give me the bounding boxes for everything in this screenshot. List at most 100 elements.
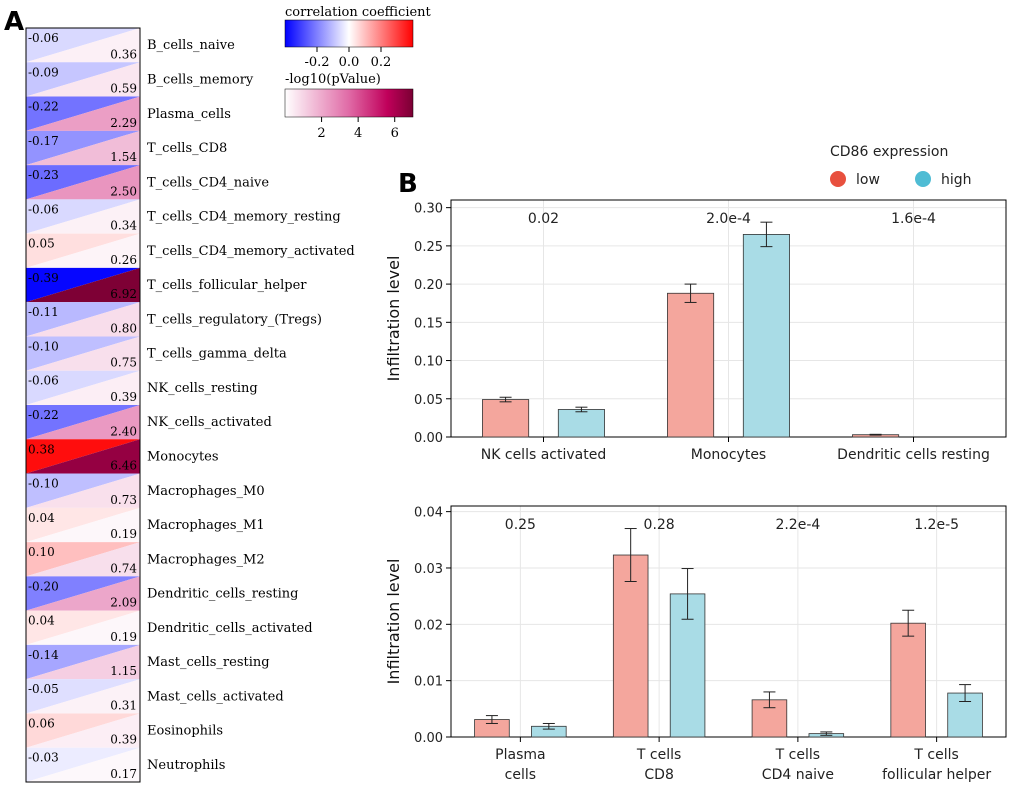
heatmap-row-label: NK_cells_activated [147,415,272,430]
heatmap-cell-pvalue [26,130,140,166]
heatmap-row-label: NK_cells_resting [147,381,258,396]
heatmap-logp-label: 6.46 [110,459,137,473]
heatmap-row-label: Eosinophils [147,724,223,739]
heatmap-logp-label: 0.36 [110,47,137,61]
legend-title: CD86 expression [830,144,948,160]
x-tick-label: Dendritic cells resting [837,447,990,463]
heatmap-corr-label: -0.10 [28,339,59,353]
heatmap-row-label: Dendritic_cells_activated [147,621,313,636]
heatmap-row-label: Plasma_cells [147,107,231,122]
colorbar-correlation-title: correlation coefficient [285,5,432,20]
bar-low [667,292,715,438]
y-tick-label: 0.25 [414,240,443,255]
heatmap-cell-correlation [26,610,140,645]
heatmap-cell-pvalue [26,267,140,303]
heatmap-logp-label: 2.29 [110,116,137,130]
heatmap-corr-label: -0.23 [28,168,59,182]
heatmap-corr-label: -0.06 [28,31,59,45]
heatmap-row-label: T_cells_follicular_helper [147,278,307,293]
y-tick-label: 0.00 [414,431,443,446]
heatmap-frame [25,27,141,783]
heatmap-cell-correlation [26,473,140,508]
bar-chart-top: 0.00 0.05 0.10 0.15 0.20 0.25 0.30 Infiltration… [384,199,1007,463]
panel-b-label: B [398,169,418,199]
heatmap-corr-label: 0.04 [28,511,55,525]
heatmap-corr-label: -0.06 [28,374,59,388]
heatmap-row-label: T_cells_CD8 [147,141,227,156]
bar-low [482,399,530,438]
heatmap-logp-label: 0.75 [110,356,137,370]
y-axis-label: Infiltration level [384,559,403,685]
heatmap-cell-pvalue [26,713,140,748]
heatmap-logp-label: 0.74 [110,561,137,575]
heatmap-row-label: Mast_cells_activated [147,689,284,704]
bar-high [557,409,605,438]
x-tick-label: Plasma [495,747,545,763]
heatmap-cell-pvalue [26,233,140,268]
heatmap-corr-label: -0.14 [28,648,59,662]
legend-label-high: high [941,172,972,188]
heatmap-cell-pvalue [26,644,140,680]
heatmap-cell-pvalue [26,576,140,611]
heatmap-corr-label: -0.17 [28,134,59,148]
heatmap-row-label: Neutrophils [147,758,225,773]
heatmap-logp-label: 2.40 [110,424,137,438]
heatmap-logp-label: 0.39 [110,733,137,747]
bar-chart-bottom: 0.00 0.01 0.02 0.03 0.04 Infiltration level 0.… [384,505,1007,783]
bar-low [890,622,926,738]
pvalue-label: 1.2e-5 [914,517,959,533]
corr-tick-label: 0.0 [339,55,360,70]
heatmap-cell-correlation [26,165,140,200]
heatmap-logp-label: 0.17 [110,767,137,781]
heatmap-cell-correlation [26,713,140,748]
y-axis-label: Infiltration level [384,256,403,382]
heatmap-row-label: T_cells_CD4_memory_activated [147,244,355,259]
pvalue-label: 0.02 [528,211,559,227]
heatmap-cell-pvalue [26,336,140,371]
p-tick-label: 4 [354,126,362,141]
y-tick-label: 0.15 [414,316,443,331]
x-tick-label: T cells [913,747,958,763]
y-tick-label: 0.05 [414,393,443,408]
heatmap-cell-pvalue [26,199,140,234]
heatmap-cell-correlation [26,62,140,97]
heatmap-logp-label: 0.80 [110,321,137,335]
heatmap-cell-correlation [26,302,140,337]
heatmap-corr-label: -0.05 [28,682,59,696]
x-tick-label: Monocytes [691,447,766,463]
heatmap-logp-label: 1.15 [110,664,137,678]
heatmap-cell-pvalue [26,507,140,543]
heatmap-logp-label: 0.34 [110,219,137,233]
x-tick-label: CD8 [644,767,673,783]
heatmap-row-label: T_cells_regulatory_(Tregs) [147,312,322,327]
heatmap-row-label: T_cells_CD4_naive [147,175,269,190]
heatmap-corr-label: -0.10 [28,477,59,491]
heatmap-logp-label: 0.73 [110,493,137,507]
x-tick-label: CD4 naive [762,767,834,783]
heatmap-logp-label: 0.26 [110,253,137,267]
heatmap-row-label: T_cells_CD4_memory_resting [147,210,341,225]
heatmap-row-label: Macrophages_M0 [147,484,265,499]
y-tick-label: 0.04 [414,506,443,521]
legend-marker-high [915,171,931,187]
heatmap-corr-label: 0.38 [28,442,55,456]
y-tick-label: 0.01 [414,675,443,690]
heatmap-corr-label: -0.22 [28,100,59,114]
heatmap-cell-pvalue [26,96,140,131]
heatmap-row-label: Monocytes [147,450,219,465]
y-tick-label: 0.00 [414,731,443,746]
colorbar-pvalue: -log10(pValue) 2 4 6 [284,72,414,141]
heatmap-cell-pvalue [26,542,140,577]
heatmap-corr-label: 0.05 [28,237,55,251]
heatmap-cell-pvalue [26,747,140,782]
heatmap-corr-label: -0.22 [28,408,59,422]
colorbar-pvalue-gradient [284,88,414,118]
heatmap-cell-correlation [26,267,140,303]
heatmap-logp-label: 0.39 [110,390,137,404]
heatmap-corr-label: -0.09 [28,65,59,79]
heatmap-logp-label: 6.92 [110,287,137,301]
y-tick-label: 0.10 [414,355,443,370]
colorbar-correlation-gradient [284,19,414,48]
panel-a-label: A [4,7,24,37]
x-tick-label: T cells [775,747,820,763]
